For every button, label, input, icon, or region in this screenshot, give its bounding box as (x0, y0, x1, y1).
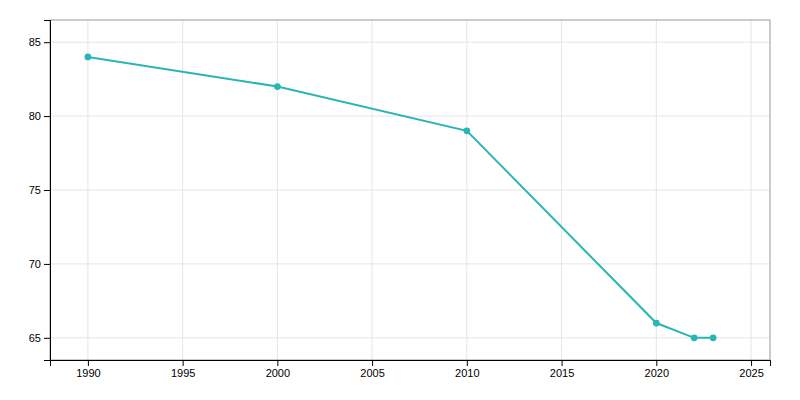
y-tick-mark (44, 116, 50, 117)
grid-line-y (50, 263, 770, 264)
y-tick-label: 85 (29, 36, 41, 48)
x-tick: 2000 (266, 360, 290, 379)
y-axis-line (44, 21, 51, 361)
x-tick-mark (277, 360, 278, 366)
plot-frame (50, 20, 770, 360)
y-tick: 65 (29, 332, 50, 344)
point (274, 83, 281, 90)
x-tick-mark (656, 360, 657, 366)
marks (85, 54, 717, 342)
y-tick: 75 (29, 184, 50, 196)
x-tick-mark (183, 360, 184, 366)
x-tick-mark (88, 360, 89, 366)
x-tick: 2015 (550, 360, 574, 379)
y-tick-label: 80 (29, 110, 41, 122)
point (710, 334, 717, 341)
grid-line-y (50, 42, 770, 43)
x-tick-label: 1995 (171, 367, 195, 379)
y-tick-label: 70 (29, 258, 41, 270)
x-tick-label: 2015 (550, 367, 574, 379)
y-tick-mark (44, 264, 50, 265)
grid-line-y (50, 337, 770, 338)
x-tick-label: 2020 (645, 367, 669, 379)
y-tick-mark (44, 190, 50, 191)
y-tick-mark (44, 338, 50, 339)
x-tick-label: 2005 (360, 367, 384, 379)
line (88, 57, 713, 338)
x-tick-label: 2000 (266, 367, 290, 379)
x-tick-mark (751, 360, 752, 366)
x-tick-label: 2025 (739, 367, 763, 379)
x-tick-mark (372, 360, 373, 366)
x-tick: 2025 (739, 360, 763, 379)
x-tick-mark (467, 360, 468, 366)
x-tick-label: 1990 (76, 367, 100, 379)
point (691, 334, 698, 341)
y-tick-label: 65 (29, 332, 41, 344)
x-tick-label: 2010 (455, 367, 479, 379)
x-axis-line (51, 361, 771, 367)
chart: 1990 1995 2000 2005 2010 2015 2020 2025 65 70 75 80… (0, 0, 800, 400)
x-tick: 2005 (360, 360, 384, 379)
y-tick-mark (44, 42, 50, 43)
grid (50, 20, 770, 360)
y-tick: 80 (29, 110, 50, 122)
x-tick: 2010 (455, 360, 479, 379)
x-tick: 2020 (645, 360, 669, 379)
y-axis: 65 70 75 80 85 (29, 21, 51, 361)
x-tick: 1990 (76, 360, 100, 379)
grid-line-y (50, 190, 770, 191)
point (85, 54, 92, 61)
y-tick-label: 75 (29, 184, 41, 196)
grid-line-y (50, 116, 770, 117)
y-tick: 85 (29, 36, 50, 48)
x-tick: 1995 (171, 360, 195, 379)
point (463, 127, 470, 134)
x-axis: 1990 1995 2000 2005 2010 2015 2020 2025 (51, 360, 771, 379)
y-tick: 70 (29, 258, 50, 270)
point (653, 320, 660, 327)
plot: 1990 1995 2000 2005 2010 2015 2020 2025 65 70 75 80… (29, 20, 771, 379)
x-tick-mark (562, 360, 563, 366)
